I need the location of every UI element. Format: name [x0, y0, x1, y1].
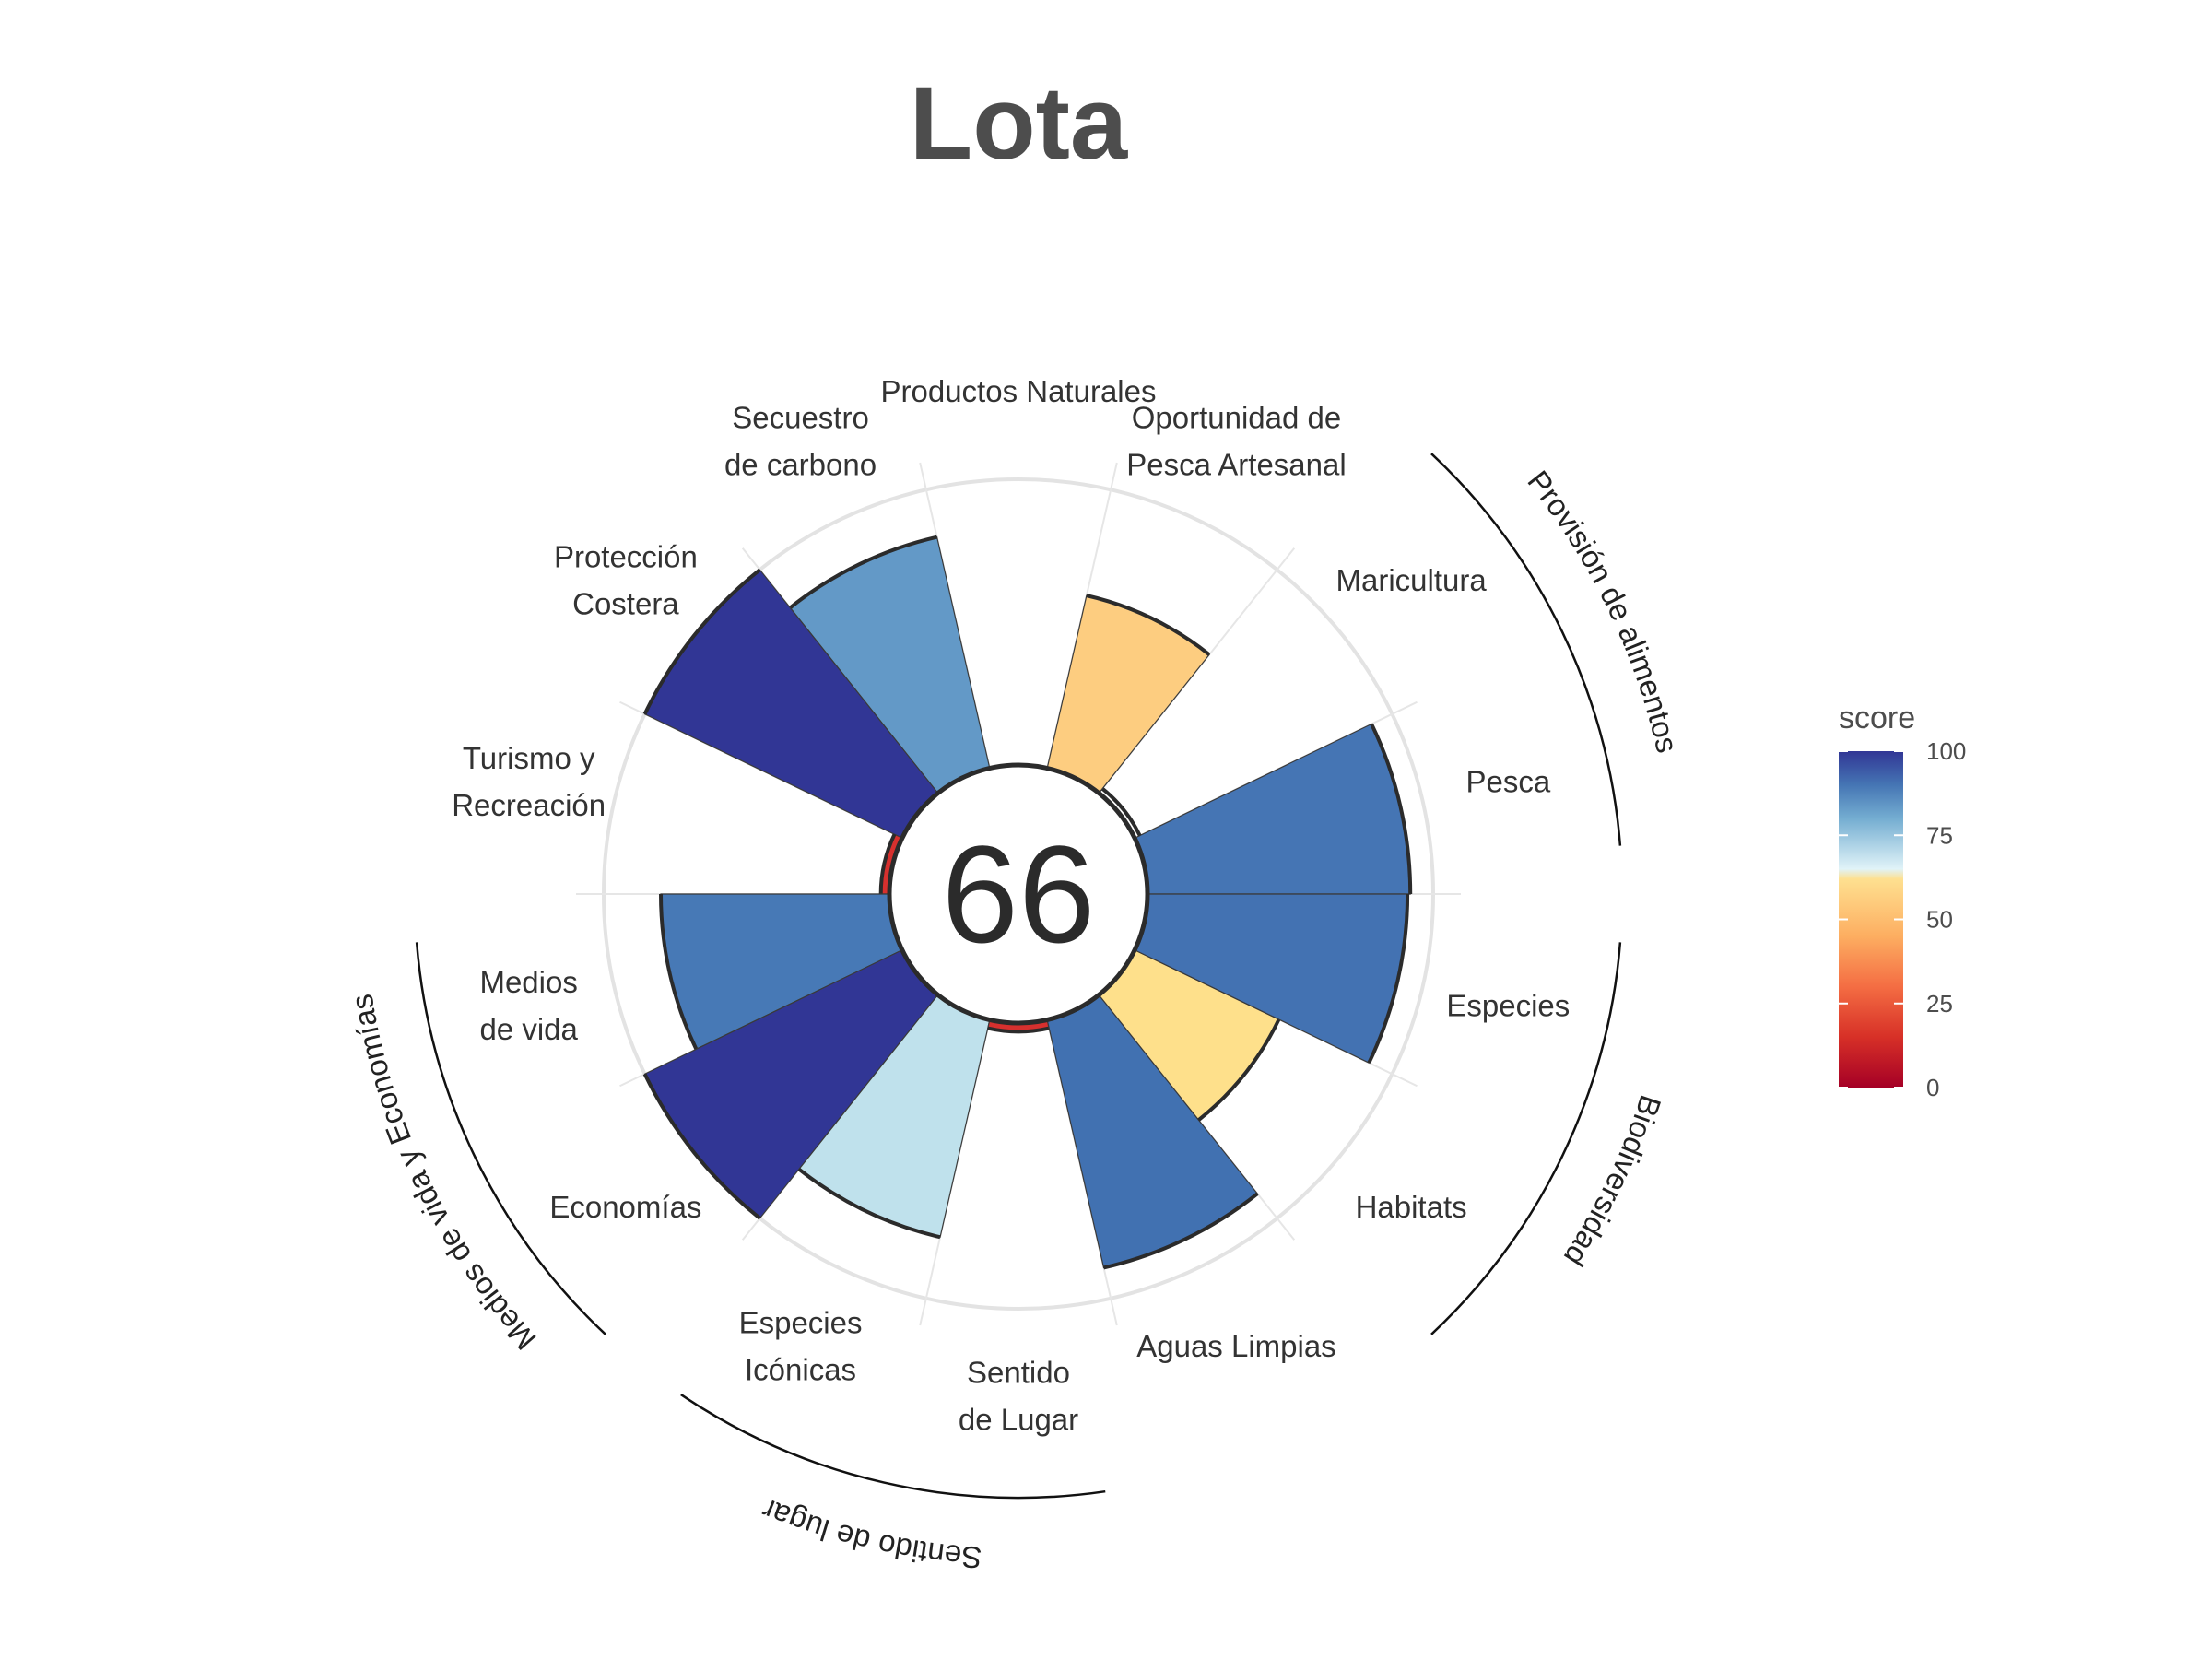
- petal-label-line: Productos Naturales: [881, 374, 1157, 408]
- petal-label-line: Sentido: [967, 1356, 1070, 1390]
- petal-label-spp: Especies: [1446, 988, 1570, 1022]
- petal-label-line: Costera: [572, 587, 679, 621]
- petal-outline-hab: [1197, 1018, 1281, 1122]
- petal-label-line: de Lugar: [959, 1403, 1078, 1437]
- petal-label-fp_fish: Pesca: [1465, 765, 1550, 799]
- petal-outline-tr: [878, 833, 897, 895]
- petal-outline-cp: [642, 568, 761, 715]
- petal-label-line: Oportunidad de: [1132, 400, 1342, 434]
- petal-label-cs: Secuestro de carbono: [724, 400, 877, 481]
- legend-tick-label: 25: [1926, 990, 1953, 1018]
- petal-label-line: Turismo y: [463, 741, 595, 775]
- petal-outline-lsp: [987, 1026, 1050, 1034]
- petals: [642, 535, 1413, 1270]
- petal-label-tr: Turismo y Recreación: [452, 741, 606, 822]
- petal-outline-ao: [1086, 594, 1211, 656]
- legend-ticks: 0 25 50 75 100: [1839, 737, 1966, 1101]
- petal-label-hab: Habitats: [1356, 1190, 1467, 1224]
- petal-label-line: Pesca: [1465, 765, 1550, 799]
- petal-outline-ico: [797, 1167, 941, 1240]
- petal-label-line: Medios: [479, 965, 577, 999]
- center-score: 66: [942, 817, 1096, 971]
- petal-outline-spp: [1367, 893, 1410, 1065]
- group-arc-le: [415, 942, 606, 1335]
- petal-label-cp: Protección Costera: [554, 540, 698, 621]
- petal-label-cw: Aguas Limpias: [1136, 1329, 1335, 1363]
- petal-label-line: Secuestro: [732, 400, 869, 434]
- petal-outline-eco: [642, 1073, 761, 1220]
- petal-label-line: de carbono: [724, 447, 877, 481]
- petal-outline-cw: [1103, 1192, 1259, 1270]
- petal-label-fp_mar: Maricultura: [1335, 563, 1487, 597]
- petal-fp_fish: [1134, 723, 1411, 895]
- petal-label-line: Maricultura: [1335, 563, 1487, 597]
- petal-label-lsp: Sentido de Lugar: [959, 1356, 1078, 1437]
- petal-outline-fp_fish: [1370, 723, 1413, 895]
- petal-outline-lv: [659, 893, 699, 1051]
- petal-labels: Pesca Maricultura Oportunidad de Pesca Arte…: [452, 374, 1570, 1437]
- petal-label-line: Especies: [739, 1306, 863, 1340]
- petal-label-line: Economías: [549, 1190, 701, 1224]
- petal-label-lv: Medios de vida: [479, 965, 578, 1046]
- group-arc-bd: [1430, 942, 1622, 1335]
- center: 66: [887, 762, 1150, 1026]
- group-label-le: Medios de vida y Economías: [344, 992, 542, 1357]
- petal-label-np: Productos Naturales: [881, 374, 1157, 408]
- group-arc-fp: [1430, 453, 1622, 846]
- group-label-sp: Sentido de lugar: [757, 1492, 982, 1575]
- petal-label-ico: Especies Icónicas: [739, 1306, 863, 1387]
- petal-label-line: Pesca Artesanal: [1126, 447, 1346, 481]
- petal-ao: [1046, 594, 1210, 794]
- petal-label-line: Recreación: [452, 788, 606, 822]
- petal-label-line: Especies: [1446, 988, 1570, 1022]
- color-legend: score 0 25 50 75 100: [1839, 700, 1966, 1101]
- legend-title: score: [1839, 700, 1915, 735]
- petal-label-eco: Economías: [549, 1190, 701, 1224]
- legend-tick-label: 100: [1926, 737, 1966, 765]
- group-label-fp: Provisión de alimentos: [1521, 464, 1685, 756]
- petal-label-line: Habitats: [1356, 1190, 1467, 1224]
- center-circle: [887, 762, 1150, 1026]
- legend-colorbar: [1839, 751, 1903, 1088]
- petal-label-line: Protección: [554, 540, 698, 574]
- legend-tick-label: 75: [1926, 821, 1953, 849]
- group-arc-sp: [680, 1394, 1106, 1500]
- petal-outline-fp_mar: [1100, 787, 1142, 837]
- petal-label-line: Icónicas: [745, 1353, 856, 1387]
- petal-label-line: de vida: [479, 1012, 578, 1046]
- petal-outline-cs: [789, 535, 938, 609]
- legend-tick-label: 50: [1926, 906, 1953, 934]
- chart-title: Lota: [910, 65, 1128, 181]
- petal-label-line: Aguas Limpias: [1136, 1329, 1335, 1363]
- group-label-bd: Biodiversidad: [1558, 1091, 1668, 1273]
- legend-tick-label: 0: [1926, 1074, 1939, 1101]
- petal-label-ao: Oportunidad de Pesca Artesanal: [1126, 400, 1346, 481]
